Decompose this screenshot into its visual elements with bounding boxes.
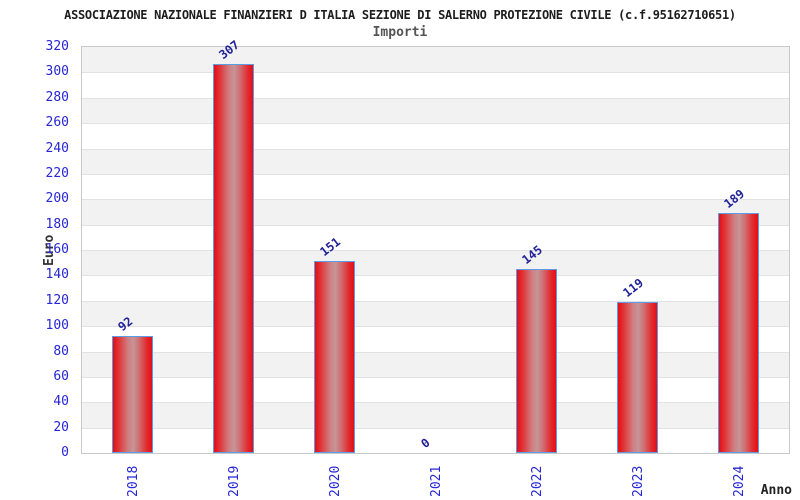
y-tick-label: 140 <box>45 267 69 283</box>
grid-band <box>82 224 789 250</box>
y-tick-label: 260 <box>45 115 69 131</box>
y-tick-label: 240 <box>45 140 69 156</box>
bar-2022 <box>516 269 557 453</box>
y-tick-label: 220 <box>45 165 69 181</box>
plot-area <box>81 46 790 454</box>
x-tick-label: 2020 <box>328 465 343 497</box>
grid-band <box>82 275 789 300</box>
bar-2024 <box>718 213 759 453</box>
bar-2018 <box>112 336 153 453</box>
x-tick-label: 2024 <box>732 465 747 497</box>
grid-band <box>82 427 789 453</box>
x-tick-label: 2022 <box>530 465 545 497</box>
y-tick-label: 320 <box>45 39 69 54</box>
y-tick-label: 20 <box>53 419 69 435</box>
grid-band <box>82 300 789 327</box>
y-tick-label: 160 <box>45 242 69 257</box>
y-tick-label: 100 <box>45 318 69 334</box>
y-tick-label: 200 <box>45 191 69 207</box>
y-tick-label: 120 <box>45 292 69 308</box>
bar-2020 <box>314 261 355 453</box>
chart-subtitle: Importi <box>372 25 428 40</box>
grid-band <box>82 47 789 73</box>
y-tick-label: 280 <box>45 89 69 105</box>
bar-2023 <box>617 302 658 453</box>
grid-band <box>82 199 789 225</box>
grid-band <box>82 148 789 174</box>
x-tick-label: 2018 <box>126 465 141 497</box>
y-tick-label: 0 <box>61 445 69 460</box>
x-tick-label: 2023 <box>631 465 646 497</box>
grid-band <box>82 173 789 199</box>
grid-band <box>82 72 789 97</box>
x-axis-label: Anno <box>760 483 792 498</box>
x-tick-label: 2019 <box>227 465 242 497</box>
grid-band <box>82 376 789 402</box>
grid-band <box>82 326 789 351</box>
y-tick-label: 40 <box>53 394 69 410</box>
bar-2019 <box>213 63 254 453</box>
chart-title: ASSOCIAZIONE NAZIONALE FINANZIERI D ITAL… <box>64 8 736 22</box>
y-tick-label: 300 <box>45 64 69 80</box>
grid-band <box>82 123 789 148</box>
x-tick-label: 2021 <box>429 465 444 497</box>
grid-band <box>82 97 789 124</box>
y-tick-label: 60 <box>53 368 69 384</box>
grid-band <box>82 402 789 428</box>
grid-band <box>82 351 789 377</box>
y-tick-label: 80 <box>53 343 69 359</box>
grid-band <box>82 250 789 276</box>
y-tick-label: 180 <box>45 216 69 232</box>
